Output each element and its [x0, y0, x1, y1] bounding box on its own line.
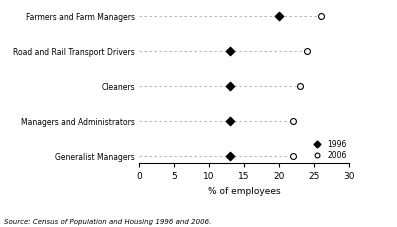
- Point: [227, 120, 233, 123]
- Point: [304, 49, 310, 53]
- Point: [276, 14, 282, 18]
- Point: [227, 155, 233, 158]
- Point: [318, 14, 324, 18]
- X-axis label: % of employees: % of employees: [208, 187, 280, 196]
- Legend: 1996, 2006: 1996, 2006: [307, 137, 350, 163]
- Point: [297, 84, 303, 88]
- Point: [227, 84, 233, 88]
- Point: [290, 120, 297, 123]
- Point: [290, 155, 297, 158]
- Text: Source: Census of Population and Housing 1996 and 2006.: Source: Census of Population and Housing…: [4, 219, 211, 225]
- Point: [227, 49, 233, 53]
